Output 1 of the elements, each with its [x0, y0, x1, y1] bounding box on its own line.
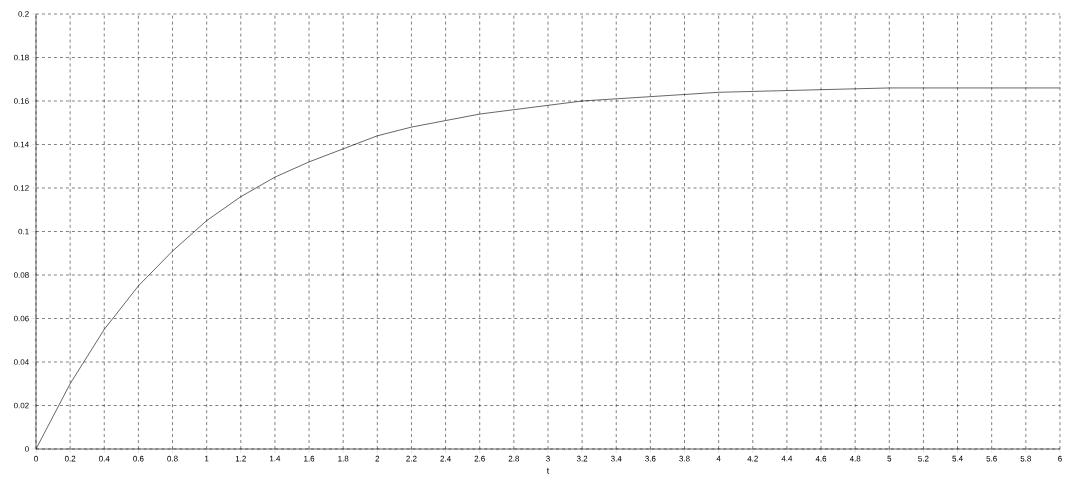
- x-axis-title: t: [546, 467, 550, 474]
